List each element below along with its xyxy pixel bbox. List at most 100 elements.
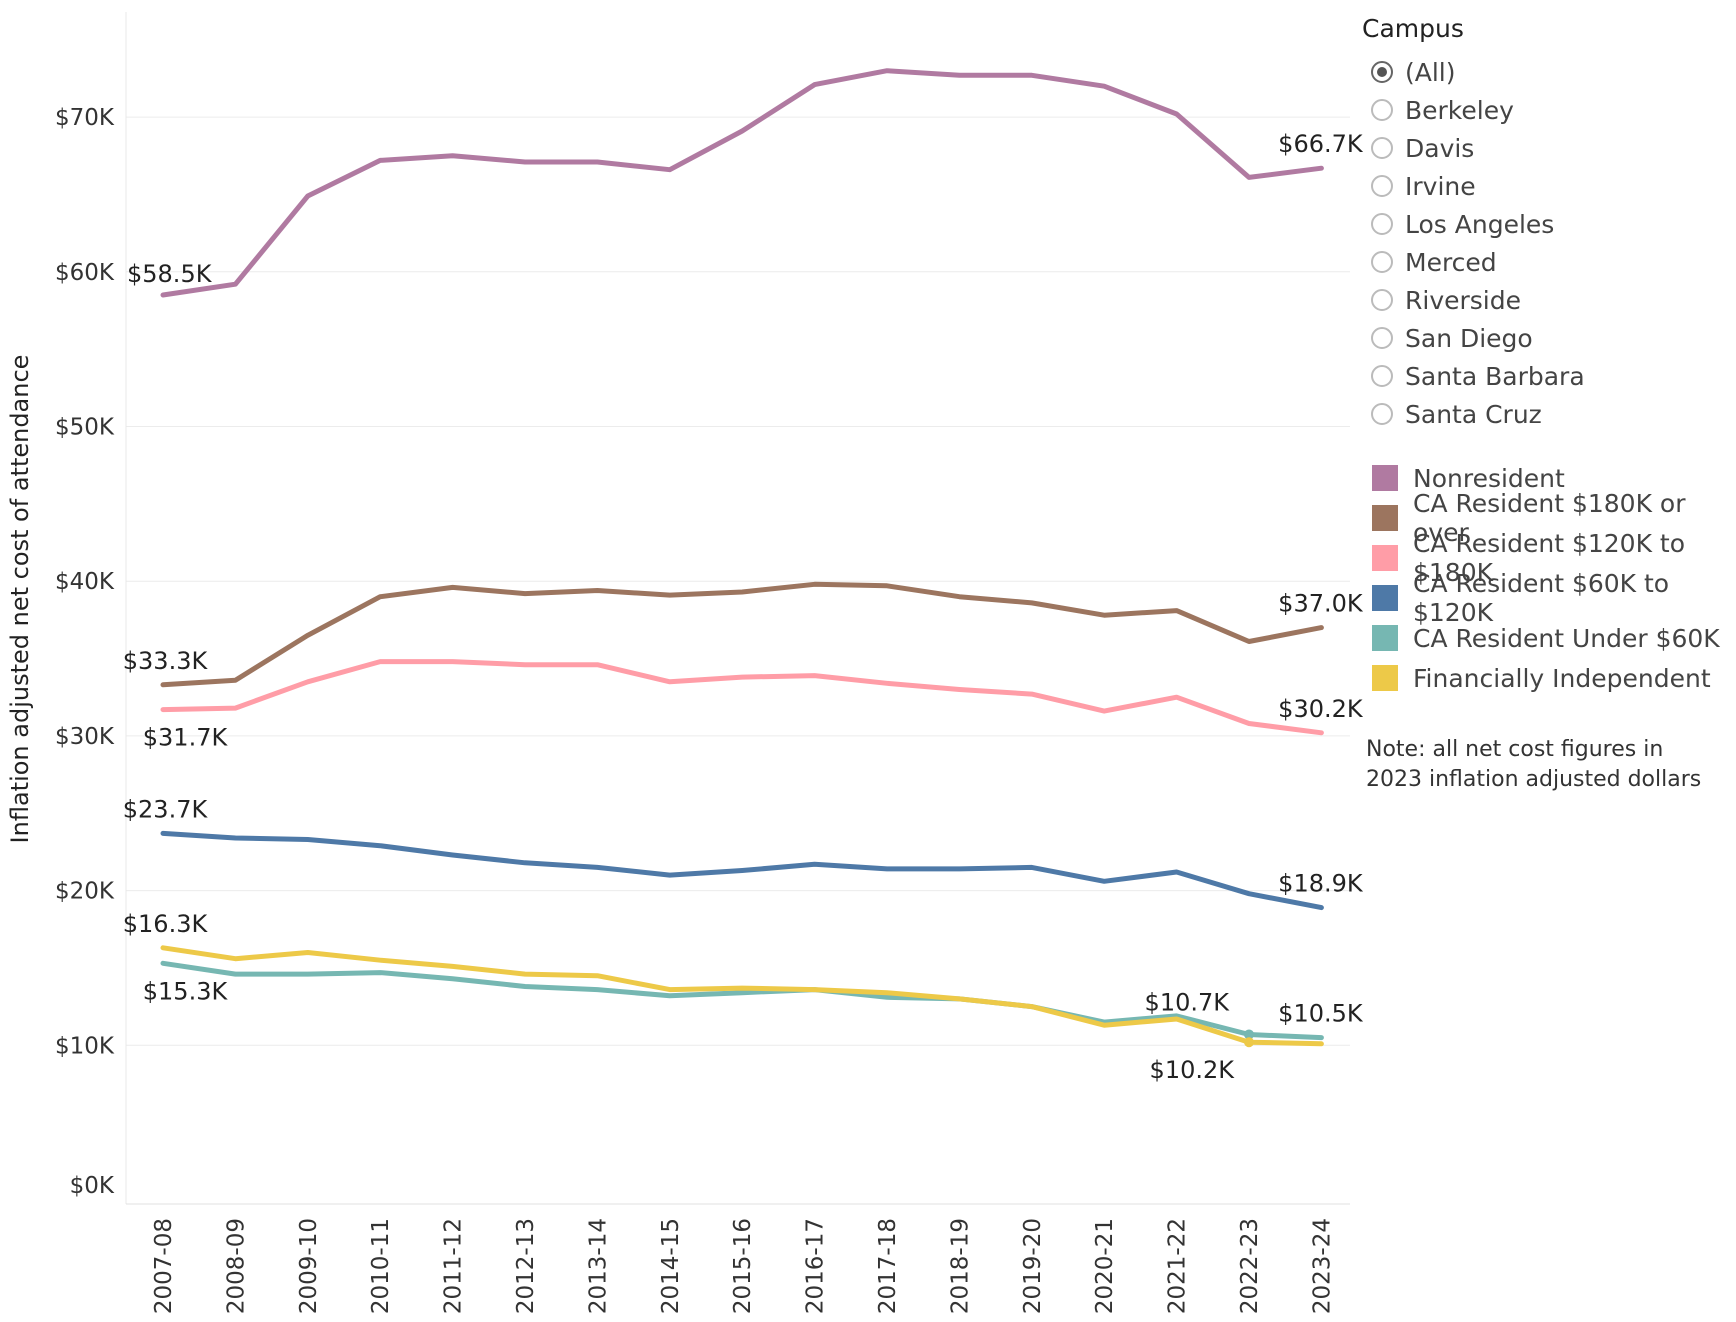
- filter-title: Campus: [1362, 14, 1464, 43]
- data-label: $23.7K: [123, 795, 209, 823]
- y-tick-label: $60K: [55, 260, 115, 286]
- legend-swatch: [1372, 505, 1398, 531]
- x-tick-label: 2009-10: [296, 1218, 322, 1314]
- data-label: $33.3K: [123, 647, 209, 675]
- series-line[interactable]: [160, 68, 1324, 298]
- x-tick-label: 2008-09: [223, 1218, 249, 1314]
- campus-option-label: Santa Cruz: [1405, 399, 1542, 429]
- x-tick-label: 2015-16: [730, 1218, 756, 1314]
- campus-option[interactable]: Merced: [1371, 243, 1730, 281]
- data-label: $37.0K: [1278, 590, 1364, 618]
- x-tick-label: 2022-23: [1237, 1218, 1263, 1314]
- campus-option[interactable]: Irvine: [1371, 167, 1730, 205]
- campus-option[interactable]: Santa Barbara: [1371, 357, 1730, 395]
- highlight-point: [1244, 1037, 1254, 1048]
- campus-option-label: Los Angeles: [1405, 209, 1555, 239]
- series-line[interactable]: [160, 659, 1324, 736]
- data-label: $16.3K: [123, 910, 209, 938]
- x-tick-label: 2017-18: [875, 1218, 901, 1314]
- x-tick-label: 2014-15: [658, 1218, 684, 1314]
- radio-icon[interactable]: [1371, 289, 1393, 311]
- campus-option[interactable]: Los Angeles: [1371, 205, 1730, 243]
- radio-icon[interactable]: [1371, 327, 1393, 349]
- series-line[interactable]: [160, 960, 1324, 1041]
- campus-option-label: Davis: [1405, 133, 1475, 163]
- legend-swatch: [1372, 625, 1398, 651]
- legend-label: Nonresident: [1413, 463, 1565, 493]
- radio-icon[interactable]: [1371, 403, 1393, 425]
- y-tick-label: $10K: [55, 1033, 115, 1059]
- legend-label: CA Resident $60K to $120K: [1413, 569, 1670, 627]
- legend-item[interactable]: CA Resident $180K or over: [1372, 489, 1736, 547]
- y-tick-label: $50K: [55, 415, 115, 441]
- data-label: $66.7K: [1278, 130, 1364, 158]
- legend: Nonresident CA Resident $180K or over CA R…: [1372, 458, 1736, 698]
- series-line[interactable]: [160, 945, 1324, 1047]
- campus-option[interactable]: Riverside: [1371, 281, 1730, 319]
- data-label: $10.5K: [1278, 1000, 1364, 1028]
- x-tick-label: 2010-11: [368, 1218, 394, 1314]
- data-label: $10.2K: [1150, 1056, 1236, 1084]
- campus-filter: Campus (All) Berkeley Davis Irvine Los Angel…: [1360, 12, 1730, 433]
- gridlines: [126, 116, 1350, 1046]
- y-tick-label: $40K: [55, 569, 115, 595]
- legend-swatch: [1372, 585, 1398, 611]
- campus-option-label: Merced: [1405, 247, 1497, 277]
- data-label: $10.7K: [1145, 988, 1231, 1016]
- campus-option[interactable]: (All): [1371, 53, 1730, 91]
- legend-item[interactable]: CA Resident Under $60K: [1372, 618, 1736, 658]
- radio-icon[interactable]: [1371, 175, 1393, 197]
- campus-option[interactable]: San Diego: [1371, 319, 1730, 357]
- campus-option-label: Berkeley: [1405, 95, 1514, 125]
- campus-option-label: San Diego: [1405, 323, 1533, 353]
- data-label: $31.7K: [143, 724, 229, 752]
- x-tick-label: 2019-20: [1020, 1218, 1046, 1314]
- x-tick-label: 2016-17: [803, 1218, 829, 1314]
- data-label: $15.3K: [143, 977, 229, 1005]
- radio-icon[interactable]: [1371, 61, 1393, 83]
- legend-swatch: [1372, 665, 1398, 691]
- legend-item[interactable]: CA Resident $60K to $120K: [1372, 569, 1736, 627]
- x-tick-label: 2012-13: [513, 1218, 539, 1314]
- radio-icon[interactable]: [1371, 99, 1393, 121]
- campus-option-label: Riverside: [1405, 285, 1521, 315]
- y-tick-label: $0K: [70, 1173, 115, 1199]
- campus-option[interactable]: Santa Cruz: [1371, 395, 1730, 433]
- campus-radio-list: (All) Berkeley Davis Irvine Los Angeles Merce…: [1360, 53, 1730, 433]
- legend-swatch: [1372, 465, 1398, 491]
- campus-option-label: Irvine: [1405, 171, 1476, 201]
- legend-label: CA Resident Under $60K: [1413, 623, 1720, 653]
- legend-swatch: [1372, 545, 1398, 571]
- radio-icon[interactable]: [1371, 251, 1393, 273]
- legend-label: CA Resident $180K or over: [1413, 489, 1686, 547]
- campus-option[interactable]: Davis: [1371, 129, 1730, 167]
- y-tick-label: $30K: [55, 724, 115, 750]
- campus-option[interactable]: Berkeley: [1371, 91, 1730, 129]
- x-tick-label: 2013-14: [585, 1218, 611, 1314]
- radio-icon[interactable]: [1371, 213, 1393, 235]
- radio-icon[interactable]: [1371, 137, 1393, 159]
- y-tick-label: $70K: [55, 105, 115, 131]
- legend-label: CA Resident $120K to $180K: [1413, 529, 1686, 587]
- x-axis-ticks: 2007-08 2008-09 2009-10 2010-11 2011-12 2012-…: [151, 1218, 1335, 1314]
- radio-icon[interactable]: [1371, 365, 1393, 387]
- data-label: $58.5K: [127, 260, 213, 288]
- campus-option-label: (All): [1405, 57, 1456, 87]
- legend-label: Financially Independent: [1413, 663, 1711, 693]
- footnote: Note: all net cost figures in 2023 infla…: [1366, 737, 1702, 792]
- x-tick-label: 2011-12: [441, 1218, 467, 1314]
- data-label: $18.9K: [1278, 870, 1364, 898]
- series-line[interactable]: [160, 830, 1324, 911]
- data-labels: $58.5K $66.7K $33.3K $37.0K $31.7K $30.2K $23.…: [123, 130, 1364, 1084]
- y-tick-label: $20K: [55, 879, 115, 905]
- y-axis-ticks: $0K $10K $20K $30K $40K $50K $60K $70K: [55, 105, 115, 1199]
- legend-item[interactable]: Nonresident: [1372, 458, 1736, 498]
- x-tick-label: 2021-22: [1165, 1218, 1191, 1314]
- legend-item[interactable]: Financially Independent: [1372, 658, 1736, 698]
- highlight-point: [1244, 1029, 1254, 1040]
- legend-item[interactable]: CA Resident $120K to $180K: [1372, 529, 1736, 587]
- series-line[interactable]: [160, 581, 1324, 688]
- y-axis-title: Inflation adjusted net cost of attendanc…: [6, 355, 34, 844]
- x-tick-label: 2018-19: [947, 1218, 973, 1314]
